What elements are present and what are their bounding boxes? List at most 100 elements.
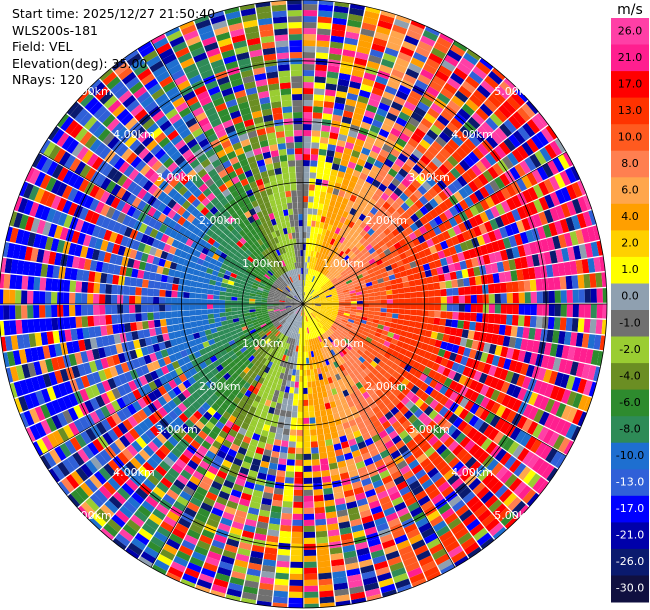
ppi-gate — [135, 287, 142, 296]
ppi-gate — [324, 270, 330, 276]
ppi-gate — [421, 478, 434, 490]
ppi-gate — [445, 342, 454, 352]
ppi-gate — [398, 298, 405, 304]
ppi-gate — [303, 124, 312, 131]
ppi-gate — [376, 154, 387, 164]
ppi-gate — [522, 469, 536, 485]
ppi-gate — [469, 94, 483, 108]
ppi-gate — [21, 305, 28, 319]
ppi-gate — [447, 227, 457, 238]
ppi-gate — [342, 362, 349, 370]
ppi-gate — [571, 275, 579, 289]
ppi-gate — [446, 296, 453, 304]
ppi-gate — [549, 207, 560, 222]
ppi-gate — [427, 107, 440, 119]
ppi-gate — [280, 518, 292, 526]
ppi-gate — [390, 338, 399, 346]
ppi-gate — [434, 476, 447, 488]
ppi-gate — [341, 153, 351, 162]
ppi-gate — [451, 95, 465, 108]
ppi-gate — [316, 548, 330, 556]
ppi-gate — [569, 332, 578, 346]
ppi-gate — [332, 310, 339, 314]
ppi-gate — [160, 274, 168, 283]
ppi-gate — [324, 290, 331, 295]
ppi-gate — [201, 314, 209, 320]
ppi-gate — [305, 286, 308, 293]
ppi-gate — [401, 387, 411, 396]
ppi-gate — [371, 145, 382, 154]
ppi-gate — [213, 299, 220, 304]
ppi-gate — [303, 447, 311, 454]
ppi-gate — [567, 246, 576, 261]
ppi-gate — [396, 392, 406, 402]
ppi-gate — [487, 94, 502, 108]
ppi-gate — [499, 282, 507, 293]
ppi-gate — [411, 333, 419, 341]
ppi-gate — [129, 304, 136, 314]
ppi-gate — [486, 458, 499, 472]
ppi-gate — [516, 145, 529, 160]
ppi-gate — [374, 364, 383, 372]
ppi-gate — [452, 287, 459, 296]
ppi-gate — [361, 286, 368, 292]
ppi-gate — [135, 295, 142, 304]
ppi-gate — [440, 257, 448, 267]
ppi-gate — [364, 437, 374, 447]
ppi-gate — [418, 250, 426, 259]
ppi-gate — [361, 313, 369, 318]
ppi-gate — [508, 115, 522, 130]
ppi-gate — [479, 199, 490, 211]
ppi-gate — [438, 65, 453, 77]
ppi-gate — [553, 277, 561, 290]
ppi-gate — [308, 298, 314, 302]
ppi-gate — [434, 243, 443, 252]
ppi-gate — [335, 318, 342, 323]
ppi-gate — [276, 427, 284, 435]
ppi-gate — [306, 294, 311, 300]
ppi-gate — [307, 256, 311, 263]
ppi-gate — [456, 233, 466, 244]
ppi-gate — [367, 371, 376, 380]
ppi-gate — [371, 349, 379, 357]
ppi-gate — [281, 512, 292, 520]
ppi-gate — [283, 422, 291, 430]
ppi-gate — [348, 287, 356, 292]
ppi-gate — [322, 268, 328, 275]
ppi-gate — [282, 398, 288, 405]
ppi-gate — [337, 257, 343, 264]
ppi-gate — [307, 268, 311, 275]
ppi-gate — [340, 122, 351, 130]
ppi-gate — [383, 117, 395, 128]
ppi-gate — [337, 78, 350, 87]
ppi-gate — [307, 280, 311, 287]
ppi-gate — [319, 293, 325, 297]
ppi-gate — [451, 134, 464, 147]
ppi-gate — [275, 572, 289, 580]
ppi-gate — [310, 313, 315, 319]
ppi-gate — [339, 357, 346, 365]
ppi-gate — [433, 42, 449, 54]
ppi-gate — [584, 304, 591, 318]
ppi-gate — [466, 427, 478, 440]
ppi-gate — [380, 10, 396, 19]
ppi-gate — [420, 35, 436, 47]
ppi-gate — [359, 221, 367, 230]
ppi-gate — [261, 304, 267, 307]
ppi-gate — [383, 260, 391, 267]
ppi-gate — [461, 269, 469, 278]
ppi-gate — [411, 485, 424, 496]
ppi-gate — [511, 348, 521, 361]
ppi-gate — [554, 220, 564, 235]
ppi-gate — [435, 460, 448, 472]
ppi-gate — [415, 517, 429, 529]
ppi-gate — [304, 585, 319, 592]
ppi-gate — [551, 263, 560, 277]
ppi-gate — [432, 548, 447, 561]
ppi-gate — [379, 376, 388, 385]
ppi-gate — [543, 251, 552, 265]
ppi-gate — [190, 280, 198, 288]
ppi-gate — [319, 136, 329, 144]
ppi-gate — [322, 113, 333, 121]
ppi-gate — [435, 136, 447, 148]
